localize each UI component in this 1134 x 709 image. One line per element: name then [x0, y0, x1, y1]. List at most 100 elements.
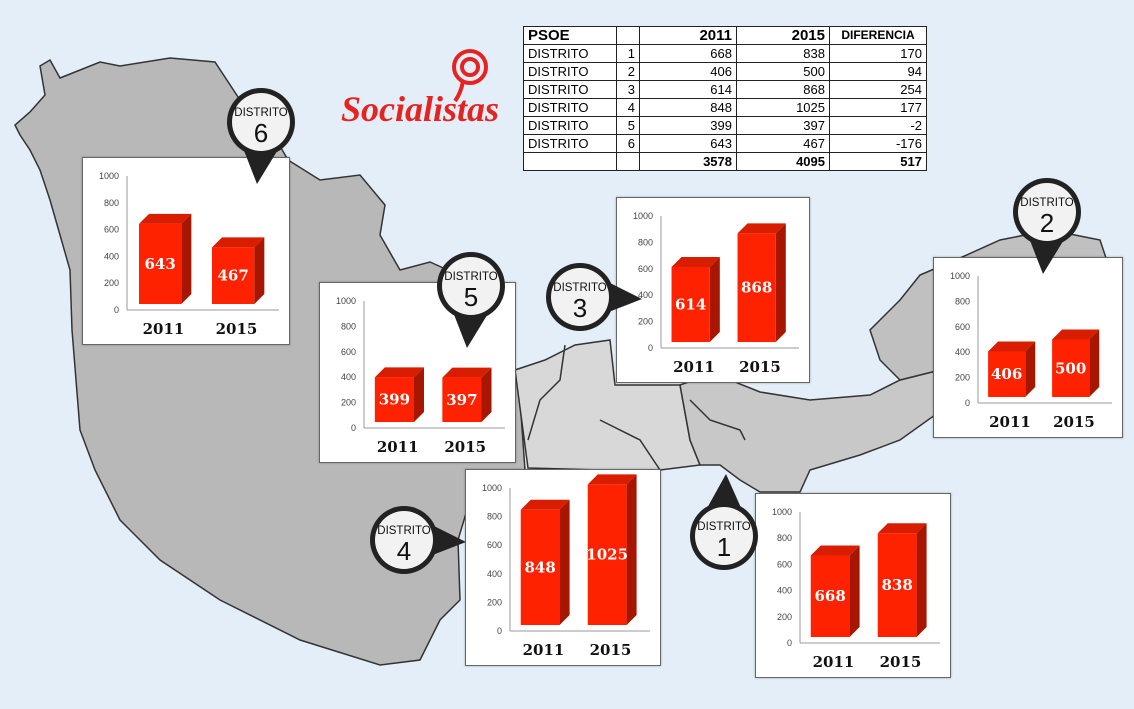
bar [988, 341, 1036, 397]
table-row: DISTRITO 1 668 838 170 [523, 44, 927, 63]
table-cell: 848 [639, 98, 737, 117]
bar [138, 213, 192, 304]
table-cell: DISTRITO [523, 62, 617, 81]
table-header-cell: 2015 [736, 26, 830, 45]
table-header-row: PSOE 2011 2015 DIFERENCIA [523, 26, 927, 45]
badge-label: DISTRITO [377, 525, 431, 537]
badge-pointer [453, 312, 489, 348]
logo-text: Socialistas [341, 89, 499, 129]
table-totals-row: 3578 4095 517 [523, 152, 927, 171]
bar-side [849, 545, 860, 637]
bar [442, 367, 492, 422]
y-tick-label: 0 [965, 398, 970, 408]
bar-front [211, 247, 255, 304]
bar-side [413, 367, 424, 422]
y-tick-label: 0 [497, 626, 502, 636]
bar [587, 474, 637, 625]
badge-number: 5 [464, 282, 478, 312]
bar [810, 545, 860, 637]
chart-svg: 0 200 400 600 800 1000 614 2011 868 2015 [633, 211, 799, 376]
x-tick-label: 2011 [673, 358, 715, 376]
badge-label: DISTRITO [697, 521, 751, 533]
y-tick-label: 800 [487, 512, 502, 522]
y-tick-label: 400 [487, 569, 502, 579]
bar [374, 367, 424, 422]
badge-label: DISTRITO [1020, 197, 1074, 209]
table-cell: DISTRITO [523, 80, 617, 99]
bar-side [1089, 329, 1100, 397]
table-cell: 643 [639, 134, 737, 153]
data-label: 838 [882, 576, 913, 594]
data-label: 643 [145, 255, 176, 273]
bar-top [1052, 329, 1100, 340]
distrito-3-badge: DISTRITO 3 [538, 255, 642, 339]
table-cell: 94 [829, 62, 927, 81]
y-tick-label: 600 [777, 559, 792, 569]
data-label: 668 [815, 587, 846, 605]
x-tick-label: 2015 [1053, 413, 1095, 431]
y-tick-label: 400 [955, 347, 970, 357]
bar [877, 523, 927, 637]
data-label: 406 [991, 365, 1022, 383]
y-tick-label: 1000 [482, 483, 502, 493]
y-tick-label: 0 [351, 423, 356, 433]
chart-svg: 0 200 400 600 800 1000 643 2011 467 2015 [99, 171, 279, 338]
y-tick-label: 400 [777, 586, 792, 596]
distrito-5-badge: DISTRITO 5 [429, 244, 513, 348]
bar [520, 499, 570, 625]
bar-side [481, 367, 492, 422]
table-cell: 467 [736, 134, 830, 153]
data-label: 868 [741, 279, 772, 297]
table-row: DISTRITO 4 848 1025 177 [523, 98, 927, 117]
badge-number: 3 [573, 293, 587, 323]
table-cell: -2 [829, 116, 927, 135]
table-cell: 254 [829, 80, 927, 99]
table-cell [616, 152, 640, 171]
map-inner-border [527, 344, 746, 471]
distrito-6-badge: DISTRITO 6 [219, 80, 303, 184]
table-cell: 4095 [736, 152, 830, 171]
badge-pointer [706, 474, 742, 510]
rose-icon [452, 49, 488, 103]
y-tick-label: 800 [638, 237, 653, 247]
x-tick-label: 2015 [216, 320, 258, 338]
data-label: 399 [379, 391, 410, 409]
table-cell: 668 [639, 44, 737, 63]
table-header-cell: PSOE [523, 26, 617, 45]
bar [1052, 329, 1100, 397]
table-cell: 170 [829, 44, 927, 63]
chart-svg: 0 200 400 600 800 1000 668 2011 838 2015 [772, 507, 940, 671]
distrito-4-badge: DISTRITO 4 [362, 498, 466, 582]
chart-distrito-4: 0 200 400 600 800 1000 848 2011 1025 2015 [465, 469, 661, 666]
badge-pointer [606, 281, 642, 313]
y-tick-label: 200 [777, 612, 792, 622]
chart-distrito-2: 0 200 400 600 800 1000 406 2011 500 2015 [933, 257, 1123, 438]
badge-label: DISTRITO [234, 107, 288, 119]
y-tick-label: 200 [487, 597, 502, 607]
results-table: PSOE 2011 2015 DIFERENCIA DISTRITO 1 668… [523, 26, 927, 171]
badge-face [232, 93, 290, 151]
bar-top [877, 523, 927, 534]
y-tick-label: 600 [341, 347, 356, 357]
bar-top [442, 367, 492, 378]
table-cell: 4 [616, 98, 640, 117]
chart-distrito-3: 0 200 400 600 800 1000 614 2011 868 2015 [616, 197, 810, 383]
badge-number: 1 [717, 532, 731, 562]
badge-pointer [430, 524, 466, 556]
table-cell: 399 [639, 116, 737, 135]
bar-top [988, 341, 1036, 352]
x-tick-label: 2011 [523, 641, 565, 659]
y-tick-label: 200 [638, 317, 653, 327]
y-tick-label: 800 [104, 198, 119, 208]
bar-front [374, 377, 414, 422]
bar-top [138, 213, 192, 224]
table-header-cell: DIFERENCIA [829, 26, 927, 45]
table-cell: 406 [639, 62, 737, 81]
bar-front [520, 509, 560, 625]
table-cell: 5 [616, 116, 640, 135]
x-tick-label: 2011 [143, 320, 185, 338]
y-tick-label: 1000 [950, 271, 970, 281]
